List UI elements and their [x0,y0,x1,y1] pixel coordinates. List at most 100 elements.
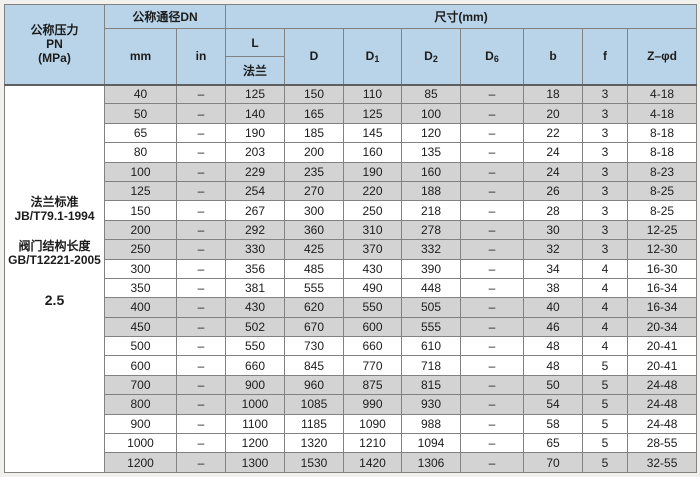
header-col-d: D [284,28,344,85]
header-col-l: L [225,28,285,57]
cell-b: 24 [523,161,583,182]
cell-b: 38 [523,277,583,299]
cell-dn-in: – [176,297,226,318]
cell-d2: 160 [401,161,461,182]
cell-f: 4 [582,316,628,338]
flange-standard-value: JB/T79.1-1994 [14,208,95,223]
valve-length-value: GB/T12221-2005 [8,252,101,267]
table-row: 法兰标准 JB/T79.1-1994 阀门结构长度 GB/T12221-2005… [4,83,698,473]
cell-f: 5 [582,374,628,396]
cell-f: 3 [582,122,628,144]
cell-dn-in: – [176,336,226,357]
cell-f: 5 [582,355,628,376]
cell-d1: 1420 [343,452,402,473]
cell-dn-mm: 400 [104,297,177,318]
cell-d2: 815 [401,374,461,396]
cell-d2: 188 [401,180,461,202]
header-nominal-pressure: 公称压力 PN (MPa) [4,4,105,85]
header-col-d1: D1 [343,28,402,85]
cell-z-phi-d: 24-48 [626,374,698,396]
cell-d2: 100 [401,103,461,124]
cell-l-flange: 229 [225,161,285,182]
table-row: 1200–1300 1530 1420 1306–70 5 32-55 [4,452,698,473]
cell-z-phi-d: 32-55 [626,452,698,473]
cell-f: 4 [582,277,628,299]
table-row: 50–140 165 125 100–20 3 4-18 [4,103,698,124]
table-row: 80–203 200 160 135–24 3 8-18 [4,142,698,163]
cell-d2: 988 [401,413,461,435]
cell-l-flange: 1000 [225,394,285,415]
cell-z-phi-d: 20-34 [626,316,698,338]
cell-d6: – [460,122,524,144]
cell-d2: 448 [401,277,461,299]
cell-d: 165 [284,103,344,124]
cell-z-phi-d: 20-41 [626,355,698,376]
cell-dn-in: – [176,219,226,241]
cell-z-phi-d: 8-18 [626,122,698,144]
cell-f: 3 [582,180,628,202]
cell-d: 200 [284,142,344,163]
cell-d1: 250 [343,200,402,221]
cell-d6: – [460,433,524,454]
header-col-d2: D2 [401,28,461,85]
cell-l-flange: 203 [225,142,285,163]
cell-dn-in: – [176,83,226,105]
header-col-b: b [523,28,583,85]
cell-d1: 600 [343,316,402,338]
cell-d1: 990 [343,394,402,415]
cell-z-phi-d: 24-48 [626,394,698,415]
cell-d1: 190 [343,161,402,182]
cell-l-flange: 430 [225,297,285,318]
header-nominal-diameter: 公称通径DN [104,4,226,29]
cell-z-phi-d: 8-18 [626,142,698,163]
cell-d6: – [460,413,524,435]
cell-dn-in: – [176,413,226,435]
cell-d2: 332 [401,239,461,260]
cell-l-flange: 900 [225,374,285,396]
cell-b: 26 [523,180,583,202]
cell-d1: 875 [343,374,402,396]
cell-d1: 1210 [343,433,402,454]
cell-dn-mm: 450 [104,316,177,338]
cell-b: 46 [523,316,583,338]
cell-dn-mm: 1000 [104,433,177,454]
cell-b: 58 [523,413,583,435]
cell-l-flange: 356 [225,258,285,279]
cell-d1: 1090 [343,413,402,435]
table-row: 65–190 185 145 120–22 3 8-18 [4,122,698,144]
cell-f: 3 [582,239,628,260]
cell-d1: 125 [343,103,402,124]
cell-l-flange: 292 [225,219,285,241]
cell-d1: 490 [343,277,402,299]
table-row: 450–502 670 600 555–46 4 20-34 [4,316,698,338]
cell-d2: 278 [401,219,461,241]
cell-z-phi-d: 4-18 [626,103,698,124]
cell-d2: 135 [401,142,461,163]
cell-f: 3 [582,219,628,241]
cell-z-phi-d: 4-18 [626,83,698,105]
cell-f: 3 [582,161,628,182]
header-col-d6: D6 [460,28,524,85]
table-row: 800–1000 1085 990 930–54 5 24-48 [4,394,698,415]
cell-d2: 930 [401,394,461,415]
cell-b: 48 [523,355,583,376]
cell-d6: – [460,258,524,279]
table-row: 600–660 845 770 718–48 5 20-41 [4,355,698,376]
cell-d1: 110 [343,83,402,105]
flange-standard-label: 法兰标准 [30,194,79,209]
cell-d6: – [460,277,524,299]
cell-d6: – [460,316,524,338]
cell-d2: 505 [401,297,461,318]
cell-d2: 85 [401,83,461,105]
cell-z-phi-d: 16-30 [626,258,698,279]
cell-dn-mm: 700 [104,374,177,396]
cell-dn-mm: 250 [104,239,177,260]
cell-dn-in: – [176,180,226,202]
table-row: 100–229 235 190 160–24 3 8-23 [4,161,698,182]
cell-dn-mm: 40 [104,83,177,105]
cell-dn-mm: 800 [104,394,177,415]
cell-b: 28 [523,200,583,221]
cell-z-phi-d: 8-23 [626,161,698,182]
cell-l-flange: 381 [225,277,285,299]
